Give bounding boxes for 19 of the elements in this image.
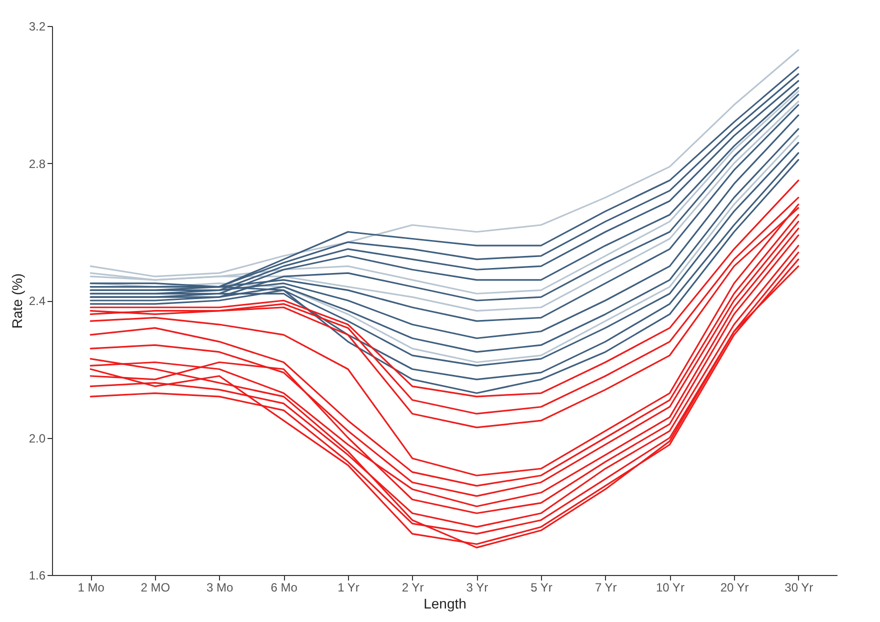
x-tick-label: 2 Yr: [402, 580, 424, 594]
x-tick-label: 30 Yr: [784, 580, 814, 594]
x-tick-label: 2 MO: [140, 580, 170, 594]
y-axis-title: Rate (%): [8, 273, 25, 329]
x-tick-label: 3 Yr: [466, 580, 488, 594]
x-tick-label: 3 Mo: [206, 580, 234, 594]
x-tick-label: 7 Yr: [594, 580, 617, 594]
x-tick-label: 1 Yr: [338, 580, 360, 594]
x-tick-label: 6 Mo: [270, 580, 298, 594]
x-tick-label: 10 Yr: [656, 580, 684, 594]
y-tick-label: 2.0: [28, 431, 46, 446]
x-axis-title: Length: [424, 596, 466, 612]
x-tick-label: 1 Mo: [78, 580, 105, 594]
y-tick-label: 2.4: [28, 294, 46, 308]
y-tick-label: 3.2: [28, 20, 46, 34]
x-tick-label: 20 Yr: [720, 580, 749, 594]
x-tick-label: 5 Yr: [530, 580, 552, 594]
y-tick-label: 2.8: [28, 156, 46, 171]
y-tick-label: 1.6: [28, 568, 46, 582]
